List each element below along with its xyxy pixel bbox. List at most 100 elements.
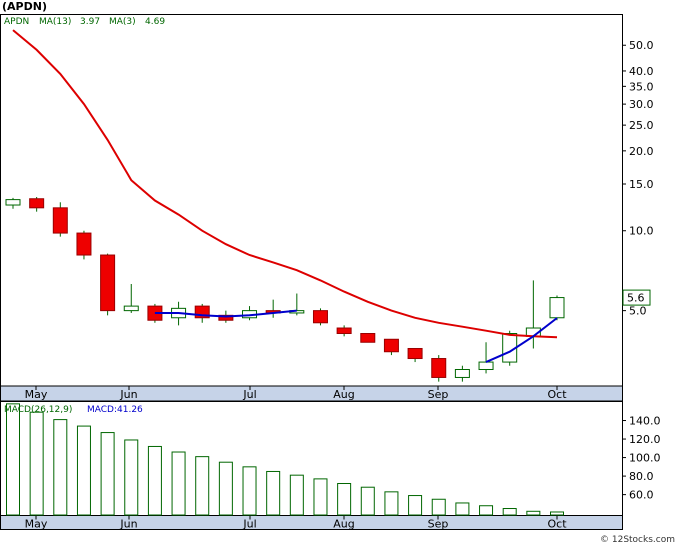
candle: [360, 333, 376, 343]
legend-ticker: APDN: [4, 17, 29, 27]
macd-y-tick-label: 60.0: [629, 489, 654, 502]
price-y-tick-label: 30.0: [629, 98, 654, 111]
macd-bar: [53, 419, 68, 516]
candle-body-up: [5, 199, 21, 206]
legend-ma13-label: MA(13): [39, 17, 71, 27]
macd-bar: [100, 432, 115, 516]
candle: [194, 303, 210, 323]
price-y-tick-label: 15.0: [629, 178, 654, 191]
macd-xaxis-band: [0, 515, 623, 530]
chart-title: (APDN): [2, 0, 47, 13]
macd-bar: [455, 502, 470, 516]
macd-bar: [171, 451, 186, 516]
macd-bar: [526, 510, 541, 516]
macd-x-axis: May Jun Jul Aug Sep Oct: [25, 515, 567, 531]
macd-bar: [124, 439, 139, 516]
candle: [76, 230, 92, 260]
candle-body-down: [100, 254, 116, 312]
candle: [312, 308, 328, 326]
macd-bar: [360, 486, 375, 516]
price-x-tick-label: Sep: [428, 388, 449, 401]
macd-x-tick-label: Aug: [333, 518, 354, 531]
candle-body-down: [336, 327, 352, 335]
price-y-tick-label: 40.0: [629, 65, 654, 78]
candle-body-up: [478, 361, 494, 371]
price-x-tick-label: May: [25, 388, 48, 401]
candle: [29, 197, 45, 212]
candles: [5, 197, 565, 382]
macd-x-tick-label: Jul: [242, 518, 256, 531]
price-x-tick-label: Jun: [119, 388, 137, 401]
macd-bar: [502, 508, 517, 516]
macd-bar: [408, 495, 423, 516]
price-badge: 5.6: [627, 292, 645, 305]
macd-bar: [76, 425, 91, 516]
watermark: © 12Stocks.com: [600, 535, 675, 545]
price-y-tick-label: 10.0: [629, 225, 654, 238]
legend-ma13-value: 3.97: [80, 17, 100, 27]
candle: [123, 283, 139, 313]
candle-body-down: [360, 333, 376, 343]
macd-bar: [242, 466, 257, 516]
price-x-tick-label: Aug: [333, 388, 354, 401]
price-xaxis-band: [0, 385, 623, 402]
candle-body-down: [383, 338, 399, 353]
candle: [549, 295, 565, 321]
macd-bar: [337, 483, 352, 516]
candle-body-down: [407, 347, 423, 360]
candle: [336, 325, 352, 337]
candle-body-down: [431, 358, 447, 378]
candle: [431, 355, 447, 382]
candle-body-up: [123, 305, 139, 312]
price-y-axis: 50.0 40.0 35.0 30.0 25.0 20.0 15.0 10.0 5.0: [622, 39, 654, 318]
macd-legend-value: MACD:41.26: [87, 405, 143, 415]
candle: [52, 202, 68, 237]
price-x-tick-label: Jul: [242, 388, 256, 401]
candle-body-up: [454, 369, 470, 378]
macd-bar: [6, 403, 20, 516]
macd-y-axis: 140.0 120.0 100.0 80.0 60.0: [622, 415, 661, 502]
price-y-tick-label: 25.0: [629, 119, 654, 132]
macd-y-tick-label: 140.0: [629, 415, 661, 428]
macd-x-tick-label: Jun: [119, 518, 137, 531]
candle: [383, 338, 399, 356]
macd-bar: [313, 478, 328, 516]
candle-body-up: [549, 297, 565, 319]
candle-body-down: [194, 305, 210, 319]
macd-y-tick-label: 120.0: [629, 433, 661, 446]
macd-x-tick-label: May: [25, 518, 48, 531]
macd-x-tick-label: Oct: [547, 518, 567, 531]
macd-y-tick-label: 80.0: [629, 470, 654, 483]
macd-bar: [29, 411, 44, 516]
price-x-axis: May Jun Jul Aug Sep Oct: [25, 386, 567, 401]
macd-bar: [431, 498, 446, 516]
candle-body-down: [29, 198, 45, 209]
candle: [100, 253, 116, 316]
macd-bars: [6, 403, 564, 516]
price-y-tick-label: 50.0: [629, 39, 654, 52]
price-badge-box: [622, 289, 651, 306]
candle: [454, 365, 470, 382]
macd-bar: [266, 470, 281, 516]
price-y-tick-label: 5.0: [629, 305, 647, 318]
legend-ma3-value: 4.69: [145, 17, 165, 27]
candle: [407, 347, 423, 363]
ma3-line: [154, 309, 558, 364]
macd-bar: [479, 505, 494, 516]
price-x-tick-label: Oct: [547, 388, 567, 401]
macd-bar: [218, 461, 233, 516]
candle-body-down: [312, 310, 328, 324]
macd-bar: [550, 511, 564, 516]
macd-bar: [384, 491, 399, 516]
legend-ma3-label: MA(3): [109, 17, 136, 27]
macd-bar: [289, 474, 304, 516]
candle: [5, 197, 21, 209]
macd-bar: [195, 456, 210, 516]
ma13-line: [12, 29, 558, 339]
candle-body-down: [52, 207, 68, 234]
macd-y-tick-label: 100.0: [629, 452, 661, 465]
macd-x-tick-label: Sep: [428, 518, 449, 531]
candle-body-down: [218, 314, 234, 321]
